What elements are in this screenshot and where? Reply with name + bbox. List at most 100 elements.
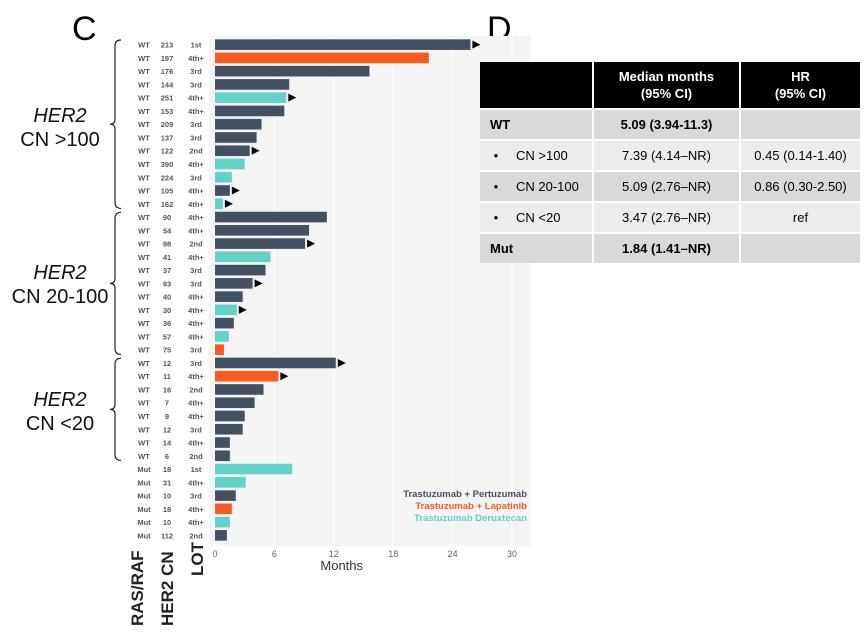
row-lot-label: 2nd [189,385,203,394]
row-lot-label: 4th+ [188,94,204,103]
row-cn-label: 14 [163,439,172,448]
row-cn-label: 144 [161,80,174,89]
row-ras-label: WT [138,173,150,182]
row-cn-label: 10 [163,492,171,501]
row-ras-label: Mut [137,518,151,527]
row-label: WT [480,108,594,140]
row-ras-label: WT [138,80,150,89]
bar [215,463,293,475]
row-label: CN 20-100 [516,179,579,194]
row-lot-label: 3rd [190,80,202,89]
row-cn-label: 153 [161,107,174,116]
panel-label-c: C [72,10,97,48]
row-lot-label: 4th+ [188,332,204,341]
bar [215,118,262,130]
row-cn-label: 209 [161,120,174,129]
row-ras-label: Mut [137,478,151,487]
table-row: • CN <20 3.47 (2.76–NR) ref [480,201,862,233]
row-lot-label: 4th+ [188,478,204,487]
row-ras-label: Mut [137,492,151,501]
row-lot-label: 3rd [190,67,202,76]
bar [215,251,271,263]
row-cn-label: 40 [163,293,171,302]
row-cn-label: 93 [163,279,171,288]
ongoing-arrow-icon [280,372,289,381]
row-cn-label: 112 [161,531,173,540]
row-lot-label: 4th+ [188,505,204,514]
row-cn-label: 162 [161,200,174,209]
axis-label-her2cn: HER2 CN [158,551,177,626]
bar [215,397,255,409]
table-row: Mut 1.84 (1.41–NR) [480,232,862,263]
table-row: • CN >100 7.39 (4.14–NR) 0.45 (0.14-1.40) [480,139,862,171]
bar [215,450,230,462]
bracket-cn-20-100 [109,211,122,355]
row-cn-label: 41 [163,253,171,262]
bar [215,105,285,117]
median-hr-table: Median months (95% CI) HR (95% CI) WT 5.… [480,62,862,263]
row-lot-label: 2nd [189,531,203,540]
bar [215,331,229,342]
row-lot-label: 3rd [190,346,202,355]
bar [215,304,237,316]
group-her2-label: HER2 [33,389,87,411]
x-axis-title: Months [320,558,363,573]
row-ras-label: WT [138,266,150,275]
row-ras-label: WT [138,133,150,142]
row-ras-label: WT [138,346,150,355]
row-label: CN <20 [516,210,561,225]
row-lot-label: 4th+ [188,226,204,235]
bracket-cn-gt100 [109,39,122,210]
table-row: • CN 20-100 5.09 (2.76–NR) 0.86 (0.30-2.5… [480,170,862,202]
row-lot-label: 4th+ [188,213,204,222]
bar [215,503,232,515]
header-median-line2: (95% CI) [640,86,693,101]
ongoing-arrow-icon [472,40,481,49]
ongoing-arrow-icon [238,305,247,314]
row-ras-label: WT [138,240,150,249]
row-ras-label: WT [138,41,150,50]
bar [215,198,223,210]
bar [215,437,230,448]
row-cn-label: 390 [161,160,174,169]
row-ras-label: WT [138,147,150,156]
x-tick-label: 30 [507,549,517,559]
row-ras-label: WT [138,399,150,408]
row-cn-label: 105 [161,187,174,196]
row-ras-label: WT [138,67,150,76]
row-ras-label: WT [138,306,150,315]
group-her2-label: HER2 [33,262,87,284]
row-cn-label: 98 [163,240,171,249]
row-label-cell: • CN 20-100 [480,170,594,202]
bar [215,291,243,302]
bar [215,238,306,249]
row-lot-label: 3rd [190,492,202,501]
row-cn-label: 18 [163,505,171,514]
row-ras-label: WT [138,412,150,421]
row-ras-label: WT [138,94,150,103]
group-her2-label: HER2 [33,105,87,127]
row-lot-label: 3rd [190,173,202,182]
row-lot-label: 3rd [190,133,202,142]
row-lot-label: 4th+ [188,200,204,209]
row-cn-label: 10 [163,518,171,527]
row-lot-label: 4th+ [188,319,204,328]
row-cn-label: 224 [161,173,174,182]
row-label: Mut [480,232,594,263]
group-cn-label: CN >100 [20,129,100,151]
row-lot-label: 3rd [190,266,202,275]
row-lot-label: 2nd [189,452,203,461]
bar [215,185,230,196]
header-hr-line1: HR [791,69,810,84]
row-ras-label: Mut [137,531,151,540]
row-hr: 0.45 (0.14-1.40) [740,139,862,171]
row-ras-label: Mut [137,465,151,474]
row-cn-label: 31 [163,478,171,487]
axis-label-rasraf: RAS/RAF [128,550,147,626]
row-cn-label: 197 [161,54,174,63]
row-ras-label: WT [138,385,150,394]
header-hr-line2: (95% CI) [774,86,827,101]
legend-entry: Trastuzumab + Lapatinib [415,501,527,512]
row-lot-label: 4th+ [188,160,204,169]
bar [215,132,257,143]
